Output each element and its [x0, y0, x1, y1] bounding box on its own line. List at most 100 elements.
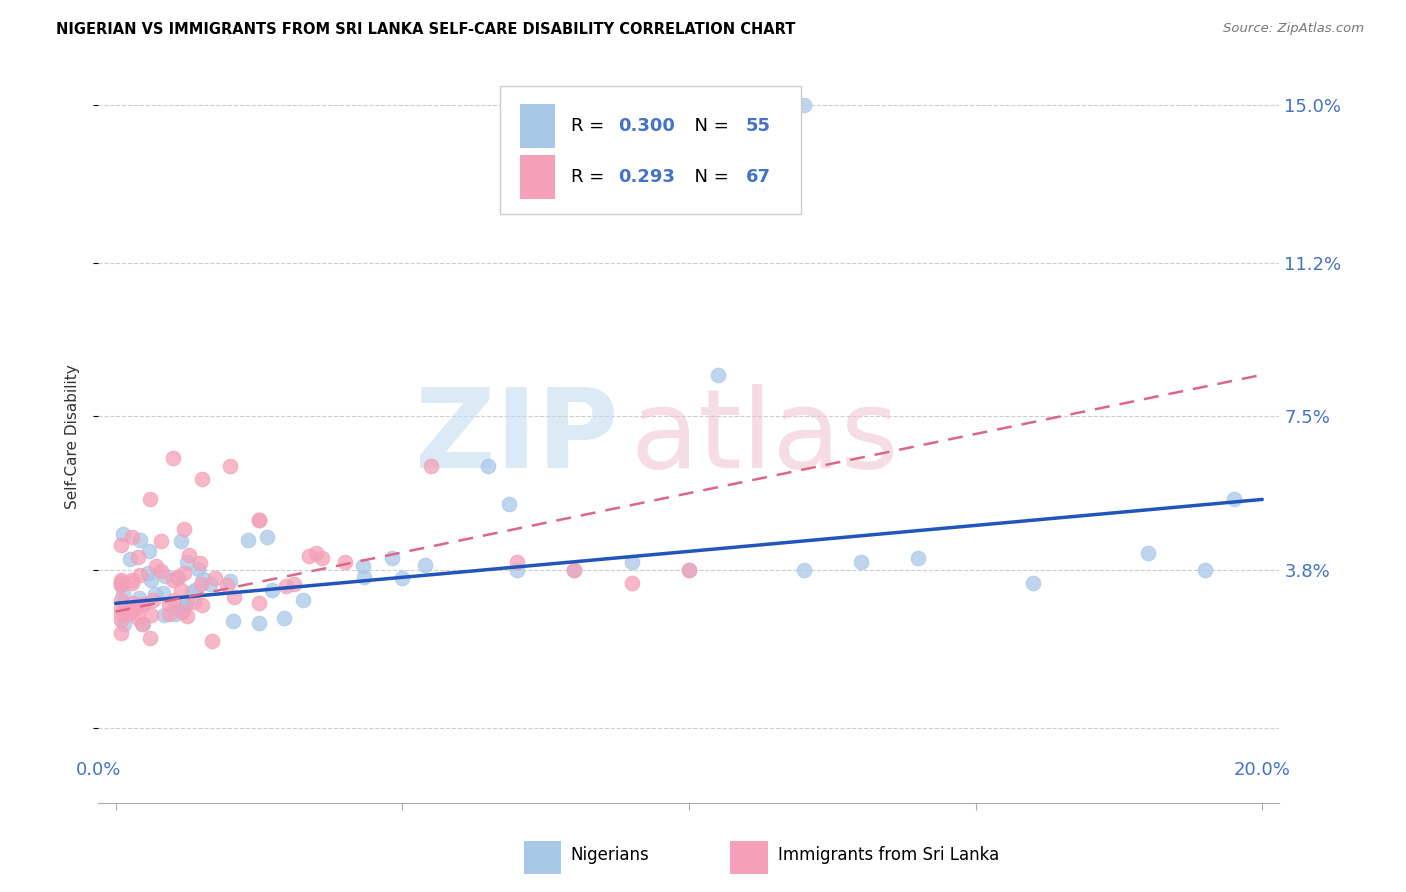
Point [121, 574, 143, 588]
Point [166, 570, 188, 584]
Point [128, 591, 150, 605]
Point [165, 607, 187, 622]
Point [381, 551, 404, 566]
Point [139, 608, 162, 623]
Point [506, 555, 529, 569]
Point [110, 607, 132, 621]
Point [150, 533, 173, 548]
Point [907, 550, 929, 565]
Point [132, 598, 155, 612]
Point [110, 577, 132, 591]
Point [131, 616, 153, 631]
Text: N =: N = [683, 117, 734, 136]
Point [420, 459, 443, 474]
Text: R =: R = [571, 117, 610, 136]
Point [219, 459, 242, 474]
Point [238, 533, 260, 547]
Point [190, 556, 212, 570]
Point [112, 617, 135, 632]
FancyBboxPatch shape [520, 104, 555, 148]
Text: Immigrants from Sri Lanka: Immigrants from Sri Lanka [778, 847, 998, 864]
Point [562, 563, 585, 577]
FancyBboxPatch shape [520, 155, 555, 200]
Point [129, 568, 152, 582]
Point [177, 549, 200, 563]
Point [152, 586, 174, 600]
Point [273, 610, 295, 624]
Text: Nigerians: Nigerians [571, 847, 650, 864]
Point [292, 592, 315, 607]
Point [204, 571, 226, 585]
Point [200, 577, 222, 591]
Point [110, 578, 132, 592]
Point [110, 625, 132, 640]
Text: ZIP: ZIP [415, 384, 619, 491]
Point [276, 578, 298, 592]
Point [218, 574, 240, 588]
Point [247, 513, 270, 527]
Point [173, 521, 195, 535]
FancyBboxPatch shape [501, 86, 801, 214]
Point [131, 616, 153, 631]
Point [121, 576, 143, 591]
Point [121, 530, 143, 544]
Point [110, 573, 132, 587]
Point [352, 559, 374, 574]
Point [145, 559, 167, 574]
Point [706, 368, 728, 382]
FancyBboxPatch shape [730, 841, 768, 874]
Point [283, 577, 305, 591]
Point [333, 555, 356, 569]
Point [181, 584, 204, 599]
Point [170, 534, 193, 549]
Point [391, 571, 413, 585]
Point [153, 569, 176, 583]
Point [110, 600, 132, 615]
Point [159, 607, 181, 621]
Point [170, 605, 193, 619]
Point [120, 552, 142, 566]
Point [498, 497, 520, 511]
Text: 0.293: 0.293 [619, 169, 675, 186]
Point [162, 574, 184, 588]
Text: atlas: atlas [630, 384, 898, 491]
Point [298, 549, 321, 563]
Point [150, 565, 173, 579]
Text: 20.0%: 20.0% [1234, 761, 1291, 780]
Point [122, 602, 145, 616]
Point [176, 595, 198, 609]
Point [247, 615, 270, 630]
Point [305, 546, 328, 560]
Point [183, 595, 205, 609]
Point [620, 555, 643, 569]
Point [157, 597, 180, 611]
Point [793, 97, 815, 112]
Point [506, 563, 529, 577]
Point [172, 603, 194, 617]
Point [353, 570, 375, 584]
Point [138, 544, 160, 558]
Point [118, 606, 141, 620]
Point [678, 563, 700, 577]
Point [136, 566, 159, 581]
Point [120, 603, 142, 617]
Point [224, 590, 246, 604]
Point [413, 558, 436, 572]
Point [143, 587, 166, 601]
Point [193, 572, 215, 586]
Point [110, 593, 132, 607]
Point [201, 634, 224, 648]
Text: 67: 67 [745, 169, 770, 186]
Point [260, 583, 283, 598]
Point [112, 587, 135, 601]
FancyBboxPatch shape [523, 841, 561, 874]
Text: 55: 55 [745, 117, 770, 136]
Point [139, 574, 162, 588]
Point [166, 571, 188, 585]
Point [127, 611, 149, 625]
Text: R =: R = [571, 169, 610, 186]
Point [173, 566, 195, 581]
Point [174, 599, 197, 613]
Point [163, 592, 186, 607]
Point [1022, 575, 1045, 590]
